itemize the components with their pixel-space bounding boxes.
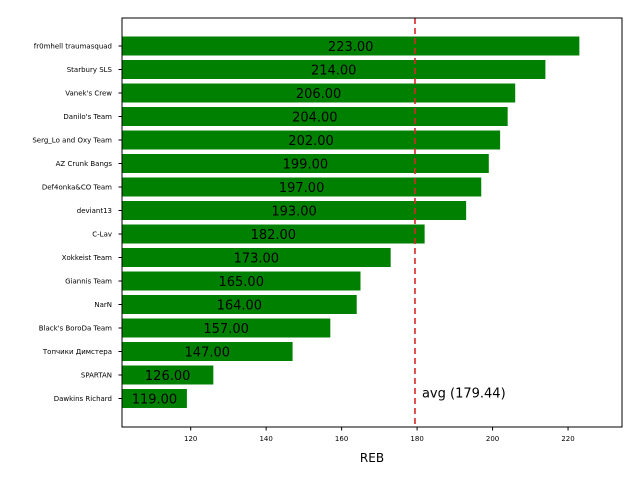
bar	[122, 177, 482, 197]
bar	[122, 107, 508, 126]
x-tick-label: 120	[184, 435, 197, 443]
bar-value-label: 223.00	[328, 40, 374, 55]
category-label: Xokkeist Team	[62, 254, 112, 262]
bar-value-label: 157.00	[203, 322, 249, 337]
x-tick-label: 200	[486, 435, 499, 443]
x-tick-label: 220	[561, 435, 574, 443]
category-label: Giannis Team	[65, 278, 112, 286]
x-tick-label: 160	[335, 435, 348, 443]
bar-value-label: 164.00	[217, 299, 263, 314]
bar	[122, 60, 546, 79]
bar-value-label: 119.00	[132, 393, 178, 408]
bar	[122, 389, 187, 408]
bar-value-label: 214.00	[311, 64, 357, 79]
bar-value-label: 197.00	[279, 181, 325, 196]
bar	[122, 83, 516, 103]
category-label: Vanek's Crew	[65, 90, 112, 98]
bar	[122, 154, 489, 173]
plot-frame	[121, 17, 623, 428]
bar-value-label: 202.00	[288, 134, 334, 149]
bar-value-label: 204.00	[292, 111, 338, 126]
category-label: C-Lav	[92, 231, 112, 239]
bar	[122, 224, 425, 244]
category-label: fr0mhell traumasquad	[34, 43, 112, 51]
bar	[122, 130, 501, 150]
category-label: Dawkins Richard	[54, 395, 112, 403]
category-label: Black's BoroDa Team	[39, 325, 112, 333]
category-label: Starbury SLS	[67, 66, 113, 74]
category-label: NarN	[94, 301, 112, 309]
category-label: deviant13	[77, 207, 112, 215]
category-label: AZ Crunk Bangs	[56, 160, 113, 168]
bar-value-label: 165.00	[218, 275, 264, 290]
bar	[122, 36, 580, 56]
bar	[122, 318, 331, 338]
category-label: Топчики Димстера	[42, 348, 112, 356]
category-labels: fr0mhell traumasquad Starbury SLS Vanek's …	[32, 43, 122, 403]
bar-value-label: 199.00	[283, 158, 329, 173]
bar-value-label: 126.00	[145, 369, 191, 384]
bar	[122, 365, 214, 385]
bar	[122, 342, 293, 361]
bar-value-label: 182.00	[251, 228, 297, 243]
bar-value-label: 147.00	[185, 346, 231, 361]
bar-value-label: 173.00	[234, 252, 280, 267]
bar	[122, 248, 391, 267]
category-label: SPARTAN	[81, 372, 112, 380]
x-tick-label: 180	[410, 435, 423, 443]
category-label: Danilo's Team	[63, 113, 112, 121]
bar-value-label: 193.00	[271, 205, 317, 220]
bar	[122, 271, 361, 291]
bar	[122, 201, 467, 220]
category-label: Def4onka&CO Team	[42, 184, 112, 192]
x-axis-title: REB	[360, 451, 384, 465]
average-label: avg (179.44)	[422, 387, 506, 402]
bar-value-label: 206.00	[296, 87, 342, 102]
labels-layer: 223.00 214.00 206.00 204.00 202.00 199.00 197.…	[132, 40, 374, 408]
x-axis-ticks: 120 140 160 180 200 220	[184, 427, 575, 443]
bars-layer	[122, 36, 580, 408]
category-label: Serg_Lo and Oxy Team	[32, 137, 112, 145]
bar	[122, 295, 357, 314]
x-tick-label: 140	[259, 435, 272, 443]
